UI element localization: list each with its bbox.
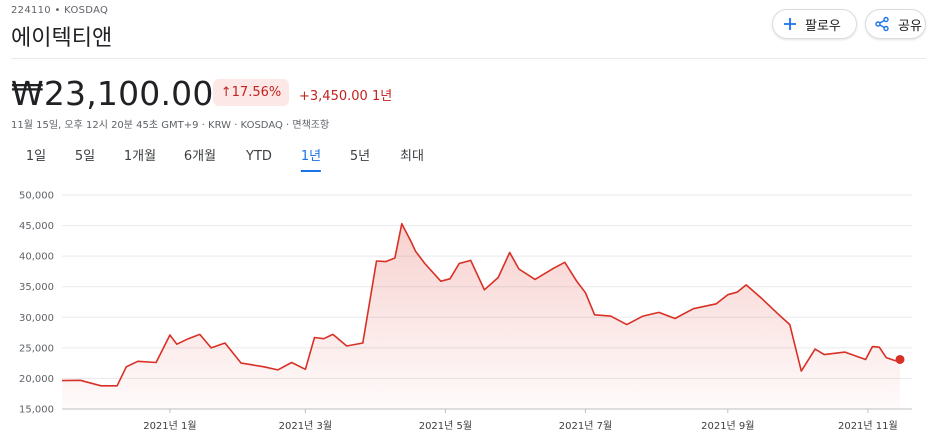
quote-meta: 11월 15일, 오후 12시 20분 45초 GMT+9 · KRW · KO… (11, 120, 330, 131)
x-tick-label: 2021년 7월 (559, 420, 612, 432)
x-tick-label: 2021년 9월 (701, 420, 754, 432)
price-line (61, 222, 901, 387)
tab-1y[interactable]: 1년 (300, 148, 322, 172)
current-price: ₩23,100.00 (11, 74, 214, 113)
tab-6m[interactable]: 6개월 (183, 149, 217, 164)
change-percent-badge: ↑17.56% (213, 79, 289, 106)
share-icon (874, 16, 890, 32)
y-tick-label: 20,000 (19, 374, 54, 385)
share-button[interactable]: 공유 (865, 9, 926, 39)
change-amount: +3,450.00 (299, 89, 368, 104)
header-divider (11, 58, 926, 59)
y-tick-label: 40,000 (19, 252, 54, 263)
y-tick-label: 45,000 (19, 221, 54, 232)
change-value: +3,450.00 1년 (299, 85, 392, 104)
x-tick-label: 2021년 1월 (143, 420, 196, 432)
y-tick-label: 30,000 (19, 313, 54, 324)
tab-5y[interactable]: 5년 (349, 149, 371, 164)
tab-ytd[interactable]: YTD (246, 149, 272, 164)
current-price-dot (895, 354, 905, 364)
y-tick-label: 15,000 (19, 405, 54, 416)
plus-icon (783, 17, 797, 31)
company-name: 에이텍티앤 (11, 26, 113, 51)
tab-5d[interactable]: 5일 (74, 149, 96, 164)
share-label: 공유 (898, 18, 922, 34)
x-tick-label: 2021년 5월 (419, 420, 472, 432)
price-area (62, 223, 900, 409)
change-period: 1년 (371, 89, 393, 104)
y-tick-label: 35,000 (19, 282, 54, 293)
follow-label: 팔로우 (805, 18, 841, 34)
y-tick-label: 25,000 (19, 343, 54, 354)
x-tick-label: 2021년 3월 (279, 420, 332, 432)
x-tick-label: 2021년 11월 (838, 420, 898, 432)
ticker-exchange: 224110 • KOSDAQ (11, 5, 109, 16)
tab-1m[interactable]: 1개월 (123, 149, 157, 164)
follow-button[interactable]: 팔로우 (772, 9, 857, 39)
y-tick-label: 50,000 (19, 191, 54, 202)
tab-1d[interactable]: 1일 (25, 149, 47, 164)
price-chart[interactable]: 50,000 45,000 40,000 35,000 30,000 25,000 20,0… (0, 180, 929, 443)
tab-max[interactable]: 최대 (400, 149, 424, 164)
